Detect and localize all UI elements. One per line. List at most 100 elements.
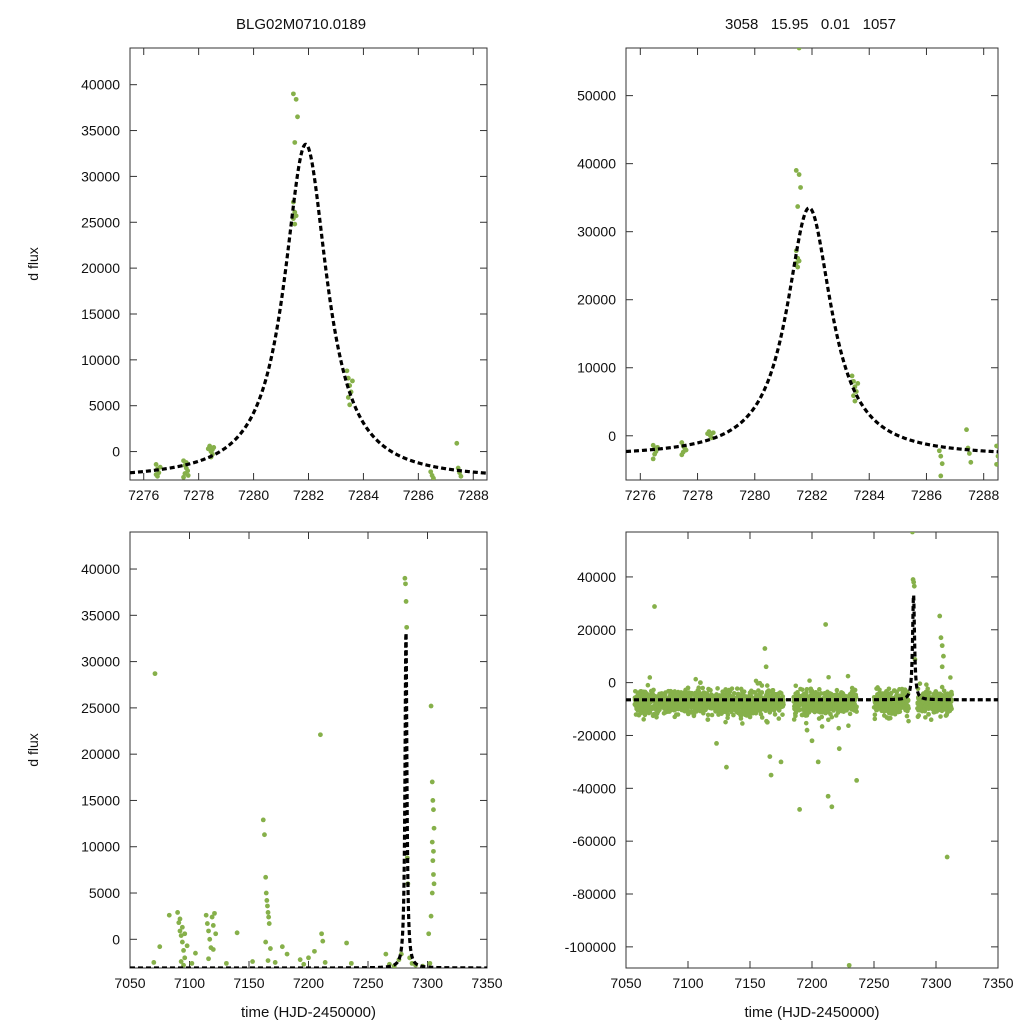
baseline-point: [701, 710, 706, 716]
data-layer: [626, 48, 998, 479]
data-point: [710, 430, 716, 436]
x-tick-label: 7350: [982, 975, 1013, 991]
baseline-point: [705, 712, 711, 718]
data-point: [292, 140, 298, 145]
data-point: [185, 473, 191, 478]
baseline-point: [872, 716, 878, 722]
data-point: [926, 711, 931, 717]
baseline-point: [731, 690, 737, 696]
data-point: [431, 475, 436, 480]
x-tick-label: 7278: [682, 487, 713, 503]
data-point: [265, 903, 270, 909]
data-point: [181, 948, 186, 953]
baseline-point: [894, 690, 900, 695]
baseline-point: [923, 715, 928, 720]
baseline-point: [696, 685, 701, 691]
baseline-point: [807, 678, 812, 683]
x-tick-label: 7150: [233, 975, 264, 991]
right-panel-title: 3058 15.95 0.01 1057: [725, 16, 896, 33]
baseline-point: [925, 686, 931, 692]
data-point: [178, 933, 184, 939]
data-point: [262, 832, 267, 838]
y-tick-label: -40000: [572, 780, 616, 796]
y-tick-label: 40000: [577, 569, 616, 585]
data-point: [318, 732, 323, 738]
data-point: [428, 469, 434, 475]
baseline-point: [906, 718, 911, 724]
data-point: [764, 719, 770, 725]
data-point: [836, 746, 842, 752]
data-point: [429, 779, 435, 785]
baseline-point: [759, 715, 765, 720]
data-point: [829, 804, 835, 810]
data-point: [266, 914, 272, 920]
baseline-point: [846, 723, 851, 729]
baseline-point: [939, 684, 945, 690]
data-point: [795, 204, 801, 209]
data-point: [428, 913, 434, 919]
data-point: [804, 727, 810, 733]
baseline-point: [941, 688, 947, 694]
y-tick-label: 40000: [81, 561, 120, 577]
y-tick-label: 25000: [81, 700, 120, 716]
data-point: [207, 936, 213, 942]
data-point: [268, 946, 273, 951]
y-tick-label: 15000: [81, 306, 120, 322]
data-point: [428, 703, 434, 709]
y-tick-label: 0: [112, 931, 120, 947]
data-point: [968, 459, 974, 465]
baseline-point: [725, 712, 731, 718]
data-point: [430, 798, 436, 803]
plot-frame: [625, 47, 999, 481]
data-point: [846, 962, 852, 968]
y-tick-label: 20000: [81, 260, 120, 276]
x-tick-label: 7300: [920, 975, 951, 991]
baseline-point: [700, 685, 706, 691]
baseline-point: [800, 687, 805, 692]
plot-frame: [129, 47, 488, 481]
data-point: [762, 646, 768, 651]
plot-frame: [625, 531, 999, 969]
data-point: [209, 447, 215, 453]
data-point: [265, 910, 271, 915]
baseline-point: [793, 683, 799, 689]
baseline-point: [715, 686, 720, 691]
baseline-point: [927, 690, 932, 695]
data-point: [939, 664, 945, 670]
data-point: [454, 440, 460, 446]
data-point: [175, 910, 181, 915]
baseline-point: [704, 691, 710, 696]
data-point: [854, 777, 860, 783]
data-point: [383, 951, 389, 957]
data-point: [427, 960, 433, 966]
data-point: [189, 960, 195, 966]
y-tick-label: 10000: [577, 360, 616, 376]
baseline-point: [829, 714, 835, 720]
data-point: [652, 451, 658, 457]
data-point: [431, 872, 436, 877]
data-point: [767, 754, 773, 760]
baseline-point: [708, 687, 713, 693]
data-point: [941, 653, 946, 659]
y-tick-label: 5000: [89, 398, 120, 414]
data-point: [223, 960, 229, 966]
data-point: [203, 912, 209, 918]
baseline-point: [949, 706, 954, 712]
y-tick-label: -100000: [565, 939, 617, 955]
x-tick-label: 7282: [293, 487, 324, 503]
data-point: [747, 714, 753, 720]
x-tick-label: 7050: [114, 975, 145, 991]
y-tick-label: 10000: [81, 839, 120, 855]
data-point: [796, 48, 802, 51]
data-point: [176, 920, 182, 926]
y-tick-label: 10000: [81, 352, 120, 368]
data-point: [724, 764, 729, 770]
data-point: [166, 912, 172, 918]
baseline-point: [854, 709, 859, 714]
baseline-point: [924, 682, 929, 687]
x-tick-label: 7150: [734, 975, 765, 991]
data-point: [204, 921, 210, 926]
data-point: [264, 898, 270, 903]
model-curve: [130, 142, 487, 475]
x-tick-label: 7286: [911, 487, 942, 503]
